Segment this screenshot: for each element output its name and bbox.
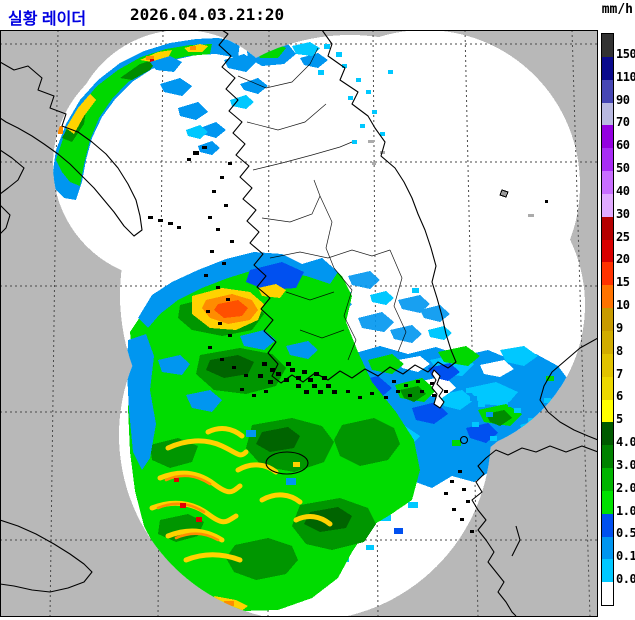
- island-dots: [148, 146, 548, 533]
- legend-label: 9: [616, 320, 623, 335]
- coastline-layer: [0, 30, 598, 617]
- page-title: 실황 레이더: [8, 11, 87, 28]
- legend-segment: [602, 285, 613, 309]
- ulleungdo-island: [499, 189, 509, 198]
- legend-segment: [602, 376, 613, 400]
- legend-segment: [602, 171, 613, 194]
- legend-label: 1.0: [616, 503, 635, 518]
- legend-label: 150: [616, 46, 635, 61]
- legend-segment: [602, 216, 613, 240]
- map-border: [0, 30, 598, 617]
- legend-label: 3.0: [616, 457, 635, 472]
- precipitation-layer: [53, 38, 579, 612]
- legend-label: 90: [616, 92, 630, 107]
- legend-segment: [602, 559, 613, 583]
- legend-label: 110: [616, 69, 635, 84]
- legend-segment: [602, 239, 613, 263]
- observation-timestamp: 2026.04.03.21:20: [130, 5, 285, 24]
- legend-segment: [602, 445, 613, 469]
- legend-segment: [602, 399, 613, 423]
- legend-unit-label: mm/h: [601, 2, 633, 17]
- legend-labels: 150 110 90 70 60 50 40 30 25 20 15 10 9 8 7 6 5 4.0 3.0 2.0…: [616, 33, 635, 606]
- legend-label: 25: [616, 229, 630, 244]
- legend-segment: [602, 422, 613, 446]
- legend-segment: [602, 125, 613, 149]
- legend-bar: [601, 33, 614, 606]
- radar-map: [0, 30, 598, 620]
- legend-segment: [602, 513, 613, 537]
- legend-label: 0.1: [616, 549, 635, 564]
- legend-label: 2.0: [616, 480, 635, 495]
- legend-segment: [602, 536, 613, 560]
- legend-label: 8: [616, 343, 623, 358]
- legend-label: 0.0: [616, 572, 635, 587]
- legend-label: 15: [616, 275, 630, 290]
- legend-label: 40: [616, 183, 630, 198]
- legend-segment: [602, 262, 613, 286]
- legend-segment: [602, 102, 613, 126]
- province-border-layer: [237, 47, 407, 361]
- legend-label: 0.5: [616, 526, 635, 541]
- legend-label: 30: [616, 206, 630, 221]
- legend-label: 70: [616, 115, 630, 130]
- legend-segment: [602, 193, 613, 217]
- legend-segment: [602, 56, 613, 80]
- legend-label: 5: [616, 412, 623, 427]
- legend-label: 60: [616, 138, 630, 153]
- legend-segment: [602, 353, 613, 377]
- legend-segment: [602, 490, 613, 514]
- legend-label: 6: [616, 389, 623, 404]
- legend-segment: [602, 582, 613, 606]
- legend-label: 10: [616, 298, 630, 313]
- legend-segment: [602, 468, 613, 491]
- legend-segment: [602, 148, 613, 172]
- legend-label: 7: [616, 366, 623, 381]
- legend-segment: [602, 79, 613, 103]
- legend-label: 50: [616, 161, 630, 176]
- legend-label: 20: [616, 252, 630, 267]
- legend-segment: [602, 34, 613, 57]
- legend-segment: [602, 330, 613, 354]
- legend-segment: [602, 308, 613, 331]
- legend-label: 4.0: [616, 435, 635, 450]
